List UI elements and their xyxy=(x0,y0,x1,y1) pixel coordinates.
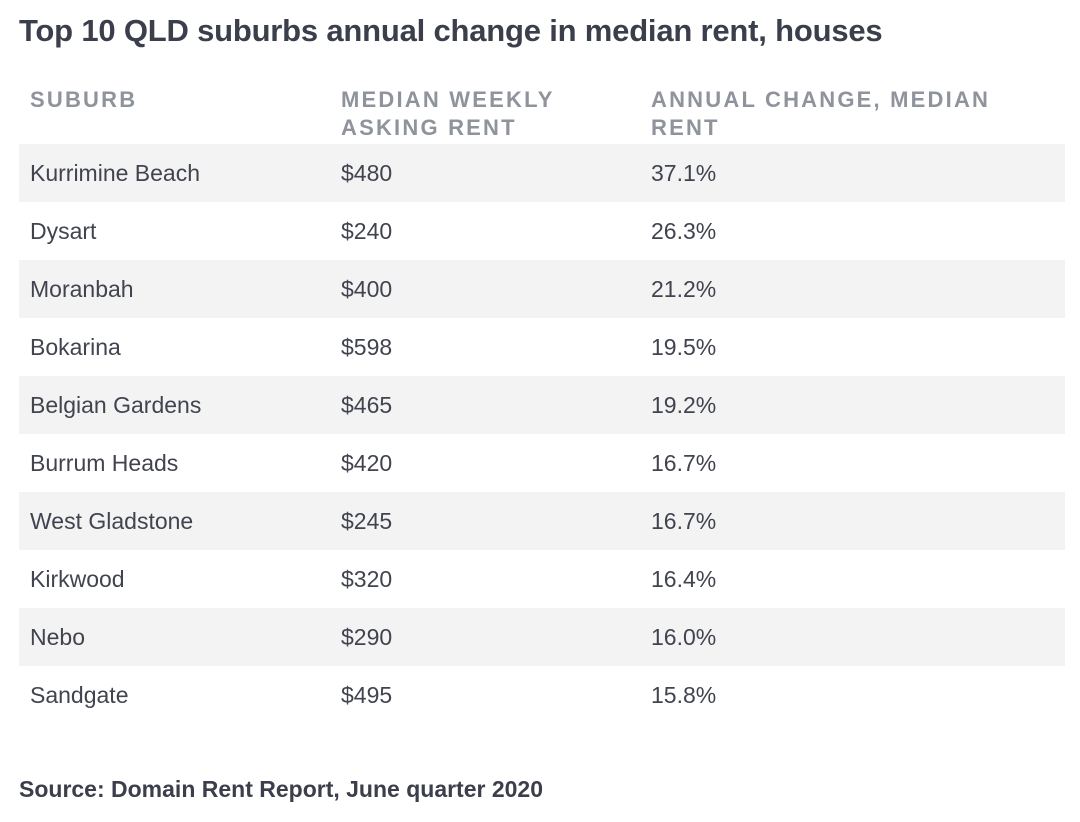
rent-cell: $495 xyxy=(341,681,393,708)
rent-cell: $480 xyxy=(330,144,640,202)
change-cell: 21.2% xyxy=(640,260,1065,318)
suburb-cell: West Gladstone xyxy=(19,492,330,550)
table-row: Sandgate $495 15.8% xyxy=(19,666,1065,724)
change-cell: 19.2% xyxy=(640,376,1065,434)
rent-cell: $598 xyxy=(341,333,393,360)
table-header: SUBURB MEDIAN WEEKLY ASKING RENT ANNUAL … xyxy=(19,76,1065,144)
change-cell: 16.7% xyxy=(640,492,1065,550)
change-cell: 16.4% xyxy=(651,565,717,592)
table-row: Nebo $290 16.0% xyxy=(19,608,1065,666)
change-cell: 26.3% xyxy=(651,217,717,244)
suburb-cell: Bokarina xyxy=(30,333,121,360)
table-row: Kirkwood $320 16.4% xyxy=(19,550,1065,608)
table-row: Moranbah $400 21.2% xyxy=(19,260,1065,318)
suburb-cell: Kurrimine Beach xyxy=(19,144,330,202)
suburb-cell: Nebo xyxy=(19,608,330,666)
change-cell: 16.0% xyxy=(640,608,1065,666)
page-title: Top 10 QLD suburbs annual change in medi… xyxy=(19,13,883,48)
rent-cell: $320 xyxy=(341,565,393,592)
rent-cell: $420 xyxy=(341,449,393,476)
table-row: Burrum Heads $420 16.7% xyxy=(19,434,1065,492)
rent-table: SUBURB MEDIAN WEEKLY ASKING RENT ANNUAL … xyxy=(19,76,1065,724)
header-row: SUBURB MEDIAN WEEKLY ASKING RENT ANNUAL … xyxy=(19,76,1065,144)
suburb-cell: Dysart xyxy=(30,217,97,244)
table-row: Bokarina $598 19.5% xyxy=(19,318,1065,376)
rent-cell: $400 xyxy=(330,260,640,318)
rent-cell: $465 xyxy=(330,376,640,434)
suburb-cell: Kirkwood xyxy=(30,565,125,592)
rent-cell: $240 xyxy=(341,217,393,244)
table-row: Dysart $240 26.3% xyxy=(19,202,1065,260)
change-cell: 16.7% xyxy=(651,449,717,476)
rent-cell: $245 xyxy=(330,492,640,550)
table-body: Kurrimine Beach $480 37.1% Dysart $240 26.3% M… xyxy=(19,144,1065,724)
change-cell: 15.8% xyxy=(651,681,717,708)
header-annual-change-median-rent: ANNUAL CHANGE, MEDIAN RENT xyxy=(651,87,991,140)
suburb-cell: Burrum Heads xyxy=(30,449,179,476)
table-row: West Gladstone $245 16.7% xyxy=(19,492,1065,550)
change-cell: 37.1% xyxy=(640,144,1065,202)
table-row: Kurrimine Beach $480 37.1% xyxy=(19,144,1065,202)
change-cell: 19.5% xyxy=(651,333,717,360)
table-row: Belgian Gardens $465 19.2% xyxy=(19,376,1065,434)
suburb-cell: Belgian Gardens xyxy=(19,376,330,434)
suburb-cell: Moranbah xyxy=(19,260,330,318)
suburb-cell: Sandgate xyxy=(30,681,129,708)
header-median-weekly-asking-rent: MEDIAN WEEKLY ASKING RENT xyxy=(341,87,555,140)
rent-cell: $290 xyxy=(330,608,640,666)
source-note: Source: Domain Rent Report, June quarter… xyxy=(19,776,544,802)
header-suburb: SUBURB xyxy=(30,87,138,112)
